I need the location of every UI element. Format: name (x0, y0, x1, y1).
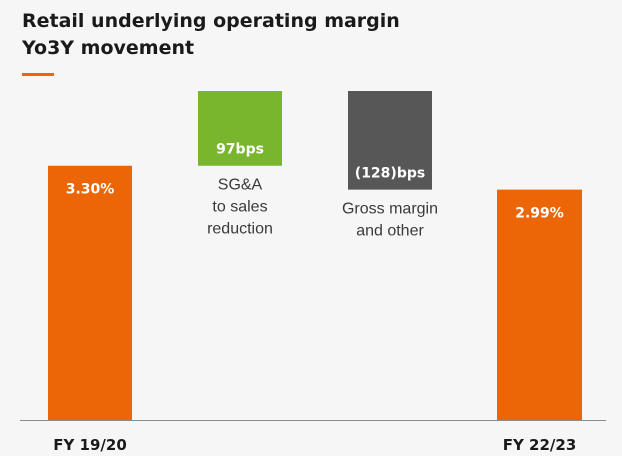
chart-title-line-2: Yo3Y movement (22, 37, 195, 59)
bar-value-label-2: 97bps (216, 142, 264, 158)
chart-title: Retail underlying operating margin Yo3Y … (22, 8, 400, 62)
bar-value-label-1: 3.30% (66, 182, 115, 198)
bar-value-label-4: 2.99% (515, 206, 564, 222)
bar-2 (198, 91, 282, 166)
bar-description-3-line-2: and other (356, 223, 424, 240)
bar-description-2-line-2: to sales (212, 199, 267, 216)
category-label-4: FY 22/23 (503, 436, 577, 454)
bar-description-3-line-1: Gross margin (342, 201, 438, 218)
bar-description-2-line-3: reduction (207, 221, 273, 238)
title-accent-rule (22, 73, 54, 76)
category-label-1: FY 19/20 (53, 436, 127, 454)
bar-3 (348, 91, 432, 190)
bar-1 (48, 165, 132, 420)
chart-title-line-1: Retail underlying operating margin (22, 10, 400, 32)
bar-description-2-line-1: SG&A (218, 177, 263, 194)
bar-value-label-3: (128)bps (355, 166, 425, 182)
bar-4 (497, 189, 582, 420)
